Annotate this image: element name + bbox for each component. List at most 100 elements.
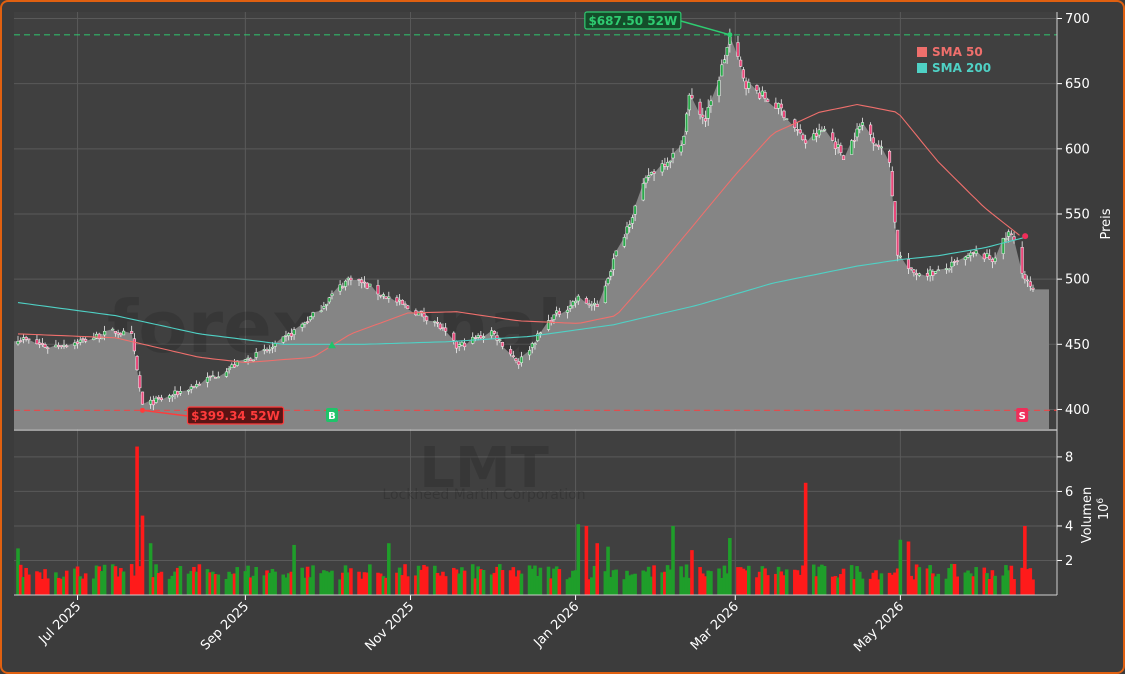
volume-bar-down	[289, 571, 294, 595]
candle-down	[441, 327, 445, 329]
candle-down	[97, 333, 101, 339]
candle-up	[186, 389, 191, 392]
volume-bar-down	[839, 574, 843, 595]
volume-bar-down	[208, 572, 212, 595]
volume-tick-label: 2	[1065, 554, 1073, 569]
volume-bar-up	[679, 566, 683, 595]
volume-bar-up	[671, 525, 675, 595]
volume-bars	[16, 446, 1035, 595]
volume-bar-up	[433, 565, 437, 595]
volume-bar-up	[457, 573, 461, 595]
volume-bar-up	[243, 571, 248, 595]
volume-bar-down	[479, 569, 483, 595]
candle-up	[303, 322, 307, 325]
volume-bar-down	[757, 571, 762, 595]
candle-up	[16, 341, 20, 345]
price-tick-label: 400	[1065, 403, 1090, 418]
candle-up	[722, 59, 726, 64]
volume-bar-up	[625, 570, 629, 595]
candle-down	[663, 163, 667, 167]
candle-down	[357, 278, 361, 281]
candle-down	[690, 95, 694, 99]
candle-down	[755, 85, 759, 91]
candle-up	[963, 256, 967, 260]
candle-up	[387, 296, 391, 299]
candle-down	[798, 129, 802, 134]
volume-bar-up	[592, 565, 597, 595]
volume-bar-up	[16, 548, 20, 595]
volume-bar-up	[1004, 565, 1008, 595]
volume-bar-up	[216, 574, 221, 595]
candle-down	[952, 261, 957, 263]
candle-down	[289, 333, 293, 337]
candle-down	[774, 102, 778, 109]
volume-bar-up	[178, 566, 183, 595]
volume-bar-up	[646, 566, 651, 595]
candle-down	[208, 375, 212, 378]
volume-bar-up	[836, 577, 840, 595]
volume-bar-up	[747, 565, 751, 595]
candle-up	[666, 162, 670, 167]
candle-down	[766, 99, 770, 102]
volume-bar-down	[116, 576, 120, 595]
candle-up	[490, 330, 494, 336]
volume-bar-down	[508, 570, 513, 595]
volume-bar-down	[931, 573, 935, 595]
volume-bar-down	[140, 515, 145, 595]
candle-up	[592, 302, 597, 305]
sell-signal-badge	[1016, 408, 1029, 422]
volume-bar-up	[527, 565, 532, 595]
volume-bar-down	[132, 575, 137, 595]
volume-bar-down	[492, 572, 497, 595]
buy-signal-label: B	[328, 411, 336, 422]
candle-up	[254, 352, 258, 358]
volume-bar-up	[262, 575, 267, 595]
candle-up	[476, 335, 480, 338]
candle-up	[728, 36, 732, 45]
candle-down	[795, 129, 800, 131]
candle-up	[985, 253, 989, 258]
volume-bar-down	[514, 576, 518, 595]
candle-up	[644, 177, 648, 184]
volume-bar-down	[37, 572, 42, 595]
volume-bar-up	[709, 571, 713, 595]
volume-bar-up	[327, 572, 332, 595]
volume-bar-up	[281, 574, 286, 595]
volume-bar-down	[701, 573, 705, 595]
volume-bar-down	[97, 566, 101, 595]
volume-bar-down	[876, 579, 881, 595]
candle-down	[698, 101, 702, 115]
volume-bar-down	[987, 579, 992, 595]
candle-down	[27, 338, 31, 341]
candle-down	[38, 342, 42, 345]
candle-down	[132, 338, 136, 352]
volume-bar-down	[738, 567, 743, 595]
candle-down	[435, 321, 440, 324]
volume-bar-up	[173, 571, 177, 595]
candle-up	[760, 90, 764, 96]
volume-bar-up	[154, 564, 158, 595]
volume-bar-up	[368, 564, 372, 595]
candle-down	[400, 300, 404, 305]
candle-up	[284, 334, 288, 337]
candle-down	[988, 255, 992, 260]
volume-bar-up	[535, 576, 540, 595]
candle-down	[395, 297, 399, 303]
candle-down	[758, 92, 762, 99]
low-52w-arrow	[142, 409, 188, 417]
volume-bar-up	[319, 573, 323, 595]
candle-up	[898, 255, 902, 258]
volume-bar-up	[211, 571, 215, 595]
candle-up	[270, 346, 274, 349]
high-52w-arrow	[680, 20, 731, 36]
candle-down	[779, 103, 783, 109]
candle-up	[969, 252, 973, 256]
candle-down	[1026, 279, 1030, 282]
candle-down	[130, 331, 134, 334]
candle-down	[852, 140, 856, 142]
price-tick-label: 500	[1065, 273, 1090, 288]
volume-bar-down	[795, 570, 800, 595]
volume-bar-down	[912, 579, 916, 595]
volume-bar-down	[454, 569, 459, 595]
candle-down	[176, 391, 180, 396]
